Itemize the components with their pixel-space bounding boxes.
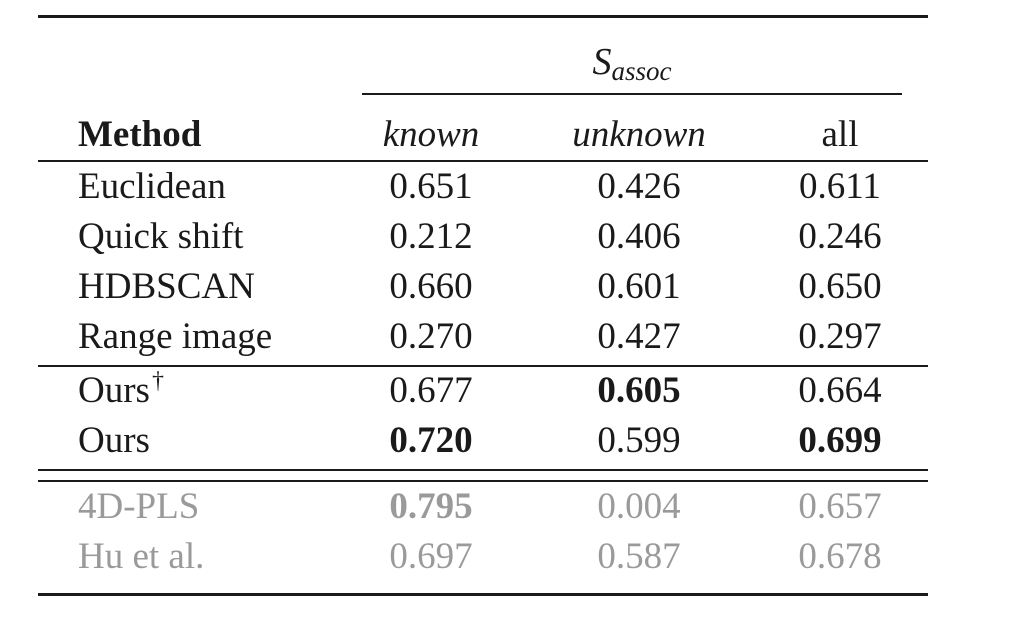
all-cell: 0.297 [798, 316, 882, 357]
top-rule [38, 15, 928, 18]
known-cell-best: 0.720 [389, 420, 473, 461]
known-cell: 0.697 [389, 536, 473, 577]
double-rule-lower [38, 480, 928, 482]
method-cell: 4D-PLS [78, 486, 200, 527]
all-cell: 0.657 [798, 486, 882, 527]
unknown-cell: 0.601 [597, 266, 681, 307]
known-cell: 0.270 [389, 316, 473, 357]
unknown-cell-best: 0.605 [597, 370, 681, 411]
group-separator-rule [38, 365, 928, 367]
double-rule-upper [38, 469, 928, 471]
method-cell: Ours [78, 420, 150, 461]
method-cell: HDBSCAN [78, 266, 255, 307]
unknown-cell: 0.004 [597, 486, 681, 527]
all-cell: 0.678 [798, 536, 882, 577]
dagger-marker: † [151, 368, 164, 394]
all-cell-best: 0.699 [798, 420, 882, 461]
header-rule [38, 160, 928, 162]
column-header-unknown: unknown [572, 114, 706, 155]
group-underline [362, 93, 902, 95]
all-cell: 0.664 [798, 370, 882, 411]
all-cell: 0.650 [798, 266, 882, 307]
method-name: Ours [78, 370, 150, 411]
known-cell: 0.660 [389, 266, 473, 307]
unknown-cell: 0.599 [597, 420, 681, 461]
method-cell: Euclidean [78, 166, 226, 207]
bottom-rule [38, 593, 928, 596]
known-cell-best: 0.795 [389, 486, 473, 527]
unknown-cell: 0.427 [597, 316, 681, 357]
method-cell: Quick shift [78, 216, 244, 257]
known-cell: 0.212 [389, 216, 473, 257]
known-cell: 0.651 [389, 166, 473, 207]
all-cell: 0.246 [798, 216, 882, 257]
all-cell: 0.611 [799, 166, 881, 207]
method-cell: Ours† [78, 369, 164, 411]
unknown-cell: 0.587 [597, 536, 681, 577]
unknown-cell: 0.426 [597, 166, 681, 207]
group-header-s-assoc: Sassoc [592, 41, 672, 86]
known-cell: 0.677 [389, 370, 473, 411]
column-header-method: Method [78, 114, 202, 155]
method-cell: Range image [78, 316, 273, 357]
column-header-known: known [382, 114, 480, 155]
unknown-cell: 0.406 [597, 216, 681, 257]
column-header-all: all [821, 114, 859, 155]
method-cell: Hu et al. [78, 536, 205, 577]
